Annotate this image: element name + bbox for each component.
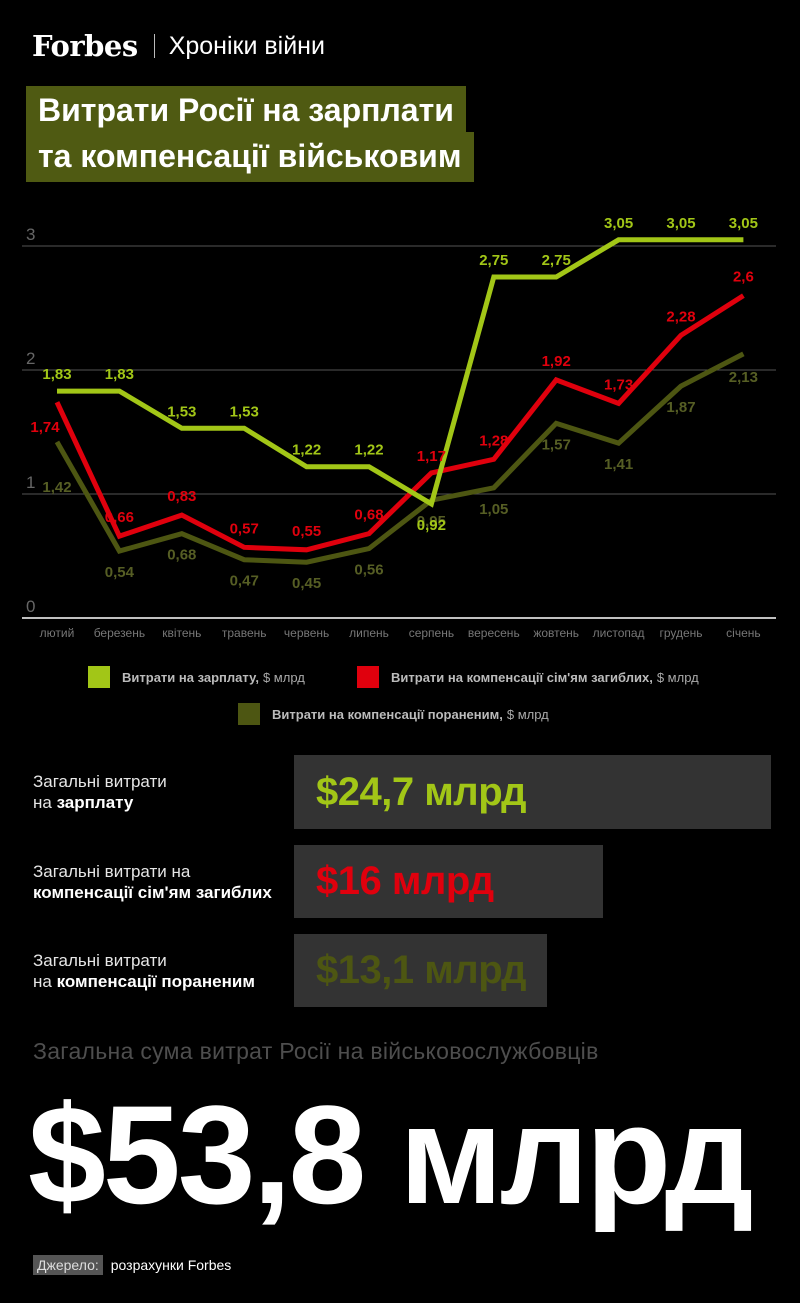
data-label-salary: 0,92: [417, 517, 446, 534]
stat-label-salary-line1: Загальні витрати: [33, 772, 167, 791]
stat-value-dead: $16 млрд: [316, 859, 494, 903]
stat-label-salary-bold: зарплату: [56, 793, 134, 812]
data-label-salary: 1,53: [230, 403, 259, 420]
title-line-2-box: та компенсації військовим: [26, 132, 474, 182]
data-label-salary: 1,53: [167, 403, 196, 420]
stat-value-wounded: $13,1 млрд: [316, 948, 527, 992]
legend-label-salary: Витрати на зарплату,: [122, 669, 259, 685]
x-tick-label: листопад: [593, 626, 645, 640]
data-label-compensation_dead: 1,17: [417, 448, 446, 465]
data-label-salary: 2,75: [479, 252, 508, 269]
title-line-2: та компенсації військовим: [38, 138, 462, 174]
stat-label-dead-line1: Загальні витрати на: [33, 862, 191, 881]
stat-label-dead-bold: компенсації сім'ям загиблих: [33, 883, 272, 902]
data-label-compensation_wounded: 0,68: [167, 547, 196, 564]
legend-swatch-wounded: [238, 703, 260, 725]
x-tick-label: жовтень: [533, 626, 579, 640]
data-label-compensation_dead: 1,28: [479, 432, 508, 449]
x-tick-label: березень: [94, 626, 145, 640]
brand-divider: [153, 34, 155, 58]
stat-label-salary: Загальні витрати на зарплату: [33, 771, 167, 813]
y-tick-label: 0: [26, 597, 35, 616]
data-label-salary: 1,83: [42, 366, 71, 383]
stat-label-dead: Загальні витрати на компенсації сім'ям з…: [33, 861, 272, 903]
x-tick-label: квітень: [162, 626, 201, 640]
data-label-compensation_dead: 0,83: [167, 488, 196, 505]
data-label-compensation_dead: 1,73: [604, 376, 633, 393]
stat-label-wounded-line1: Загальні витрати: [33, 951, 167, 970]
legend-item-dead: Витрати на компенсації сім'ям загиблих, …: [357, 666, 699, 688]
y-tick-label: 2: [26, 349, 35, 368]
data-label-compensation_wounded: 1,41: [604, 456, 633, 473]
data-label-compensation_dead: 0,55: [292, 523, 321, 540]
data-label-salary: 1,22: [292, 442, 321, 459]
section-name[interactable]: Хроніки війни: [168, 31, 325, 60]
source-text: розрахунки Forbes: [110, 1257, 232, 1273]
data-label-compensation_dead: 1,92: [542, 353, 571, 370]
legend-item-wounded: Витрати на компенсації пораненим, $ млрд: [238, 703, 549, 725]
data-label-salary: 1,22: [354, 442, 383, 459]
data-label-compensation_wounded: 0,54: [105, 564, 135, 581]
data-label-salary: 3,05: [666, 215, 695, 232]
data-label-compensation_wounded: 0,95: [417, 513, 446, 530]
stat-box-wounded: $13,1 млрд: [294, 934, 547, 1007]
data-label-salary: 1,83: [105, 366, 134, 383]
stat-box-dead: $16 млрд: [294, 845, 603, 918]
forbes-logo[interactable]: Forbes: [32, 29, 138, 63]
data-label-compensation_dead: 0,66: [105, 509, 134, 526]
data-label-compensation_wounded: 1,57: [542, 436, 571, 453]
stat-box-salary: $24,7 млрд: [294, 755, 771, 829]
total-caption: Загальна сума витрат Росії на військовос…: [33, 1038, 599, 1064]
series-line-compensation_dead: [54, 293, 745, 553]
data-label-salary: 3,05: [604, 215, 633, 232]
source: Джерело: розрахунки Forbes: [33, 1254, 231, 1276]
x-tick-label: вересень: [468, 626, 520, 640]
data-label-salary: 3,05: [729, 215, 758, 232]
data-label-compensation_dead: 0,57: [230, 520, 259, 537]
x-tick-label: липень: [349, 626, 389, 640]
data-label-compensation_dead: 0,68: [354, 507, 383, 524]
line-chart: 0 1 2 3 лютий березень квітень травень червень ли…: [22, 215, 776, 640]
legend-item-salary: Витрати на зарплату, $ млрд: [88, 666, 305, 688]
stat-label-wounded-prefix: на: [33, 972, 57, 991]
legend-label-dead: Витрати на компенсації сім'ям загиблих,: [391, 669, 653, 685]
total-value: $53,8 млрд: [28, 1076, 754, 1233]
data-label-compensation_wounded: 1,42: [42, 479, 71, 496]
data-label-compensation_dead: 2,28: [666, 308, 695, 325]
series-line-compensation_wounded: [54, 351, 745, 565]
header-brand: Forbes Хроніки війни: [32, 28, 325, 64]
legend-swatch-dead: [357, 666, 379, 688]
stat-value-salary: $24,7 млрд: [316, 769, 527, 814]
data-label-compensation_wounded: 0,45: [292, 575, 321, 592]
stat-label-wounded: Загальні витрати на компенсації поранени…: [33, 950, 255, 992]
title-line-1: Витрати Росії на зарплати: [38, 92, 454, 128]
x-tick-label: серпень: [409, 626, 454, 640]
data-label-compensation_wounded: 1,05: [479, 501, 508, 518]
legend-label-wounded: Витрати на компенсації пораненим,: [272, 706, 503, 722]
x-tick-label: травень: [222, 626, 267, 640]
y-tick-label: 3: [26, 225, 35, 244]
x-tick-label: грудень: [659, 626, 702, 640]
x-tick-label: січень: [726, 626, 760, 640]
series-line-salary: [57, 237, 744, 508]
data-label-compensation_wounded: 0,56: [354, 562, 383, 579]
stat-label-wounded-bold: компенсації пораненим: [56, 972, 255, 991]
stat-label-salary-prefix: на: [33, 793, 57, 812]
data-label-compensation_wounded: 2,13: [729, 369, 758, 386]
data-label-salary: 2,75: [542, 252, 571, 269]
data-label-compensation_dead: 1,74: [30, 419, 60, 436]
legend-unit-wounded: $ млрд: [506, 706, 549, 722]
legend-unit-dead: $ млрд: [656, 669, 699, 685]
source-label: Джерело:: [33, 1255, 103, 1275]
title-line-1-box: Витрати Росії на зарплати: [26, 86, 466, 134]
data-label-compensation_dead: 2,6: [733, 269, 754, 286]
x-tick-label: червень: [284, 626, 329, 640]
y-tick-label: 1: [26, 473, 35, 492]
data-label-compensation_wounded: 0,47: [230, 573, 259, 590]
legend-unit-salary: $ млрд: [262, 669, 305, 685]
data-label-compensation_wounded: 1,87: [666, 399, 695, 416]
x-tick-label: лютий: [40, 626, 75, 640]
legend-swatch-salary: [88, 666, 110, 688]
